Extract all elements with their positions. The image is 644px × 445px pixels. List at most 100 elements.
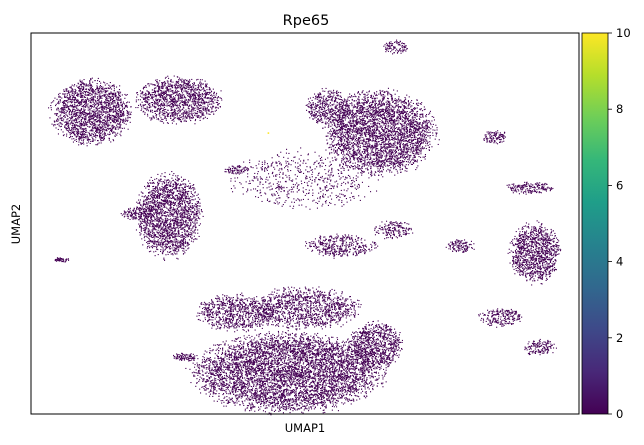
cell-point (61, 108, 63, 110)
cell-point (54, 113, 56, 115)
cell-point (105, 91, 107, 93)
cell-point (65, 101, 67, 103)
cell-point (370, 171, 372, 173)
cell-point (118, 114, 120, 116)
cell-point (84, 123, 86, 125)
cell-point (117, 102, 119, 104)
cell-point (68, 127, 70, 129)
cell-point (393, 163, 395, 165)
cell-point (152, 99, 154, 101)
cell-point (193, 100, 195, 102)
cell-point (111, 130, 113, 132)
cell-point (112, 115, 114, 117)
cell-point (110, 91, 112, 93)
cell-point (122, 115, 124, 117)
cell-point (73, 96, 75, 98)
cell-point (67, 91, 69, 93)
cell-point (89, 130, 91, 132)
cell-point (102, 131, 104, 133)
cell-point (190, 97, 192, 99)
cell-point (104, 125, 106, 127)
cell-point (357, 161, 359, 163)
cell-point (78, 141, 80, 143)
cell-point (205, 83, 207, 85)
cell-point (419, 108, 421, 110)
cell-point (400, 149, 402, 151)
cell-point (351, 125, 353, 127)
cell-point (172, 84, 174, 86)
scatter-points (48, 39, 562, 416)
cell-point (391, 116, 393, 118)
cell-point (151, 95, 153, 97)
cell-point (200, 85, 202, 87)
cell-point (379, 156, 381, 158)
cell-point (75, 116, 77, 118)
cell-point (386, 112, 388, 114)
cell-point (411, 122, 413, 124)
cell-point (158, 107, 160, 109)
cell-point (99, 103, 101, 105)
cell-point (95, 107, 97, 109)
cell-point (82, 118, 84, 120)
cell-point (421, 102, 423, 104)
cell-point (142, 111, 144, 113)
cell-point (350, 117, 352, 119)
cell-point (67, 97, 69, 99)
cell-point (76, 110, 78, 112)
cell-point (366, 156, 368, 158)
cell-point (93, 120, 95, 122)
cell-point (105, 134, 107, 136)
cell-point (356, 145, 358, 147)
cell-point (67, 131, 69, 133)
cell-point (92, 117, 94, 119)
cell-point (119, 99, 121, 101)
cell-point (358, 138, 360, 140)
cell-point (109, 109, 111, 111)
cell-point (81, 86, 83, 88)
cell-point (68, 90, 70, 92)
cell-point (358, 129, 360, 131)
cell-point (396, 156, 398, 158)
cell-point (206, 101, 208, 103)
cell-point (184, 81, 186, 83)
cell-point (102, 126, 104, 128)
cell-point (422, 130, 424, 132)
cell-point (182, 106, 184, 108)
cell-point (106, 90, 108, 92)
cell-point (368, 128, 370, 130)
cell-point (153, 105, 155, 107)
cell-point (110, 98, 112, 100)
cell-point (411, 105, 413, 107)
cell-point (74, 119, 76, 121)
cell-point (95, 124, 97, 126)
cell-point (81, 124, 83, 126)
cell-point (364, 97, 366, 99)
cell-point (204, 96, 206, 98)
cell-point (177, 109, 179, 111)
cell-point (397, 103, 399, 105)
cell-point (80, 116, 82, 118)
cell-point (211, 108, 213, 110)
cell-point (85, 121, 87, 123)
cell-point (338, 154, 340, 156)
cell-point (92, 118, 94, 120)
cell-point (193, 82, 195, 84)
cell-point (364, 164, 366, 166)
cell-point (117, 118, 119, 120)
cell-point (216, 92, 218, 94)
cell-point (181, 85, 183, 87)
cell-point (349, 111, 351, 113)
cell-point (177, 107, 179, 109)
cell-point (157, 99, 159, 101)
cell-point (159, 94, 161, 96)
cell-point (67, 110, 69, 112)
cell-point (204, 106, 206, 108)
cell-point (79, 93, 81, 95)
cell-point (382, 90, 384, 92)
cell-point (423, 106, 425, 108)
cell-point (145, 93, 147, 95)
cell-point (71, 105, 73, 107)
cell-point (333, 139, 335, 141)
cell-point (148, 91, 150, 93)
cell-point (416, 148, 418, 150)
